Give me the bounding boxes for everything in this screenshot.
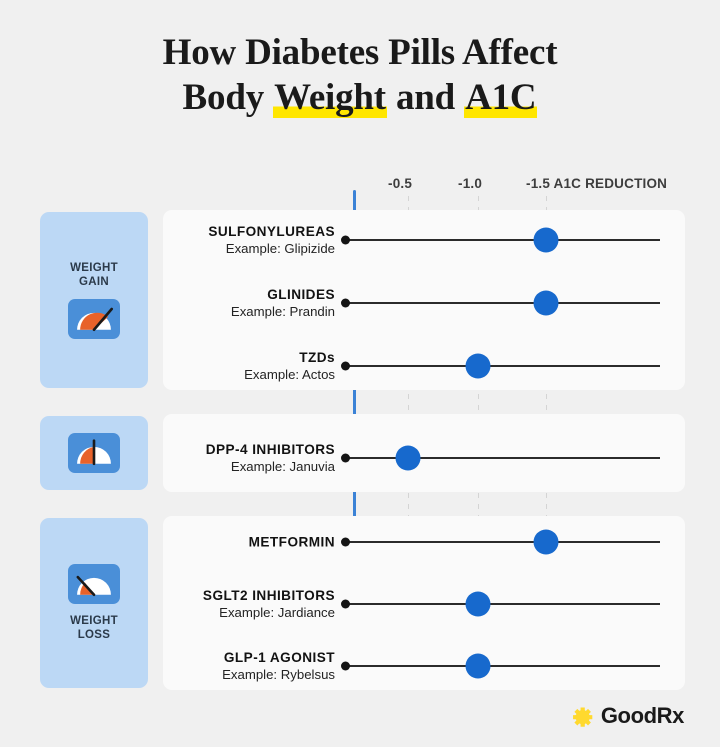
goodrx-logo[interactable]: GoodRx bbox=[572, 703, 684, 729]
row-label-group: DPP-4 INHIBITORS Example: Januvia bbox=[206, 441, 335, 475]
data-point-dot[interactable] bbox=[465, 653, 491, 679]
drug-example: Example: Januvia bbox=[230, 459, 335, 474]
row-connector-line bbox=[343, 239, 660, 241]
goodrx-wordmark: GoodRx bbox=[600, 703, 685, 728]
axis-tick-label-0: -0.5 bbox=[388, 176, 413, 191]
row-label-group: SULFONYLUREAS Example: Glipizide bbox=[208, 223, 335, 257]
title-highlight-weight: Weight bbox=[273, 77, 387, 118]
title-line-1: How Diabetes Pills Affect bbox=[162, 32, 558, 73]
drug-example: Example: Jardiance bbox=[219, 605, 335, 620]
side-panel-gain: WEIGHT GAIN bbox=[40, 212, 148, 388]
data-point-dot[interactable] bbox=[533, 529, 559, 555]
drug-class-name: METFORMIN bbox=[248, 534, 335, 550]
data-point-dot[interactable] bbox=[465, 591, 491, 617]
row-connector-line bbox=[343, 457, 660, 459]
row-label-group: TZDs Example: Actos bbox=[244, 349, 335, 383]
data-point-dot[interactable] bbox=[533, 227, 559, 253]
row-label-group: GLINIDES Example: Prandin bbox=[231, 286, 335, 320]
row-connector-line bbox=[343, 302, 660, 304]
data-point-dot[interactable] bbox=[465, 353, 491, 379]
row-origin-dot bbox=[341, 537, 350, 547]
row-connector-line bbox=[343, 665, 660, 667]
data-point-dot[interactable] bbox=[533, 290, 559, 316]
row-label-group: SGLT2 INHIBITORS Example: Jardiance bbox=[203, 587, 335, 621]
axis-tick-labels: -0.5 -1.0 -1.5 A1C REDUCTION bbox=[0, 176, 720, 196]
title-highlight-a1c: A1C bbox=[464, 77, 538, 118]
content-card-1 bbox=[163, 414, 685, 492]
gauge-high-icon bbox=[68, 299, 120, 339]
drug-class-name: GLP-1 AGONIST bbox=[223, 650, 335, 665]
drug-example: Example: Prandin bbox=[230, 304, 335, 319]
row-label-group: METFORMIN bbox=[249, 534, 335, 551]
row-origin-dot bbox=[341, 361, 350, 371]
axis-tick-label-2: -1.5 A1C REDUCTION bbox=[526, 176, 668, 191]
axis-tick-label-1: -1.0 bbox=[458, 176, 483, 191]
row-connector-line bbox=[343, 365, 660, 367]
gauge-low-icon bbox=[68, 564, 120, 604]
title-text-and: and bbox=[386, 77, 465, 118]
drug-example: Example: Rybelsus bbox=[222, 667, 335, 682]
drug-example: Example: Glipizide bbox=[225, 241, 335, 256]
side-panel-loss: WEIGHT LOSS bbox=[40, 518, 148, 688]
drug-example: Example: Actos bbox=[244, 367, 335, 382]
gauge-mid-icon bbox=[68, 433, 120, 473]
row-origin-dot bbox=[341, 235, 350, 245]
data-point-dot[interactable] bbox=[395, 445, 421, 471]
drug-class-name: DPP-4 INHIBITORS bbox=[205, 442, 335, 457]
row-origin-dot bbox=[341, 453, 350, 463]
title-line-2: Body Weight and A1C bbox=[0, 75, 720, 120]
goodrx-cross-icon bbox=[572, 705, 594, 727]
side-panel-label-2: WEIGHT LOSS bbox=[70, 615, 118, 641]
row-origin-dot bbox=[341, 661, 350, 671]
row-origin-dot bbox=[341, 298, 350, 308]
row-connector-line bbox=[343, 603, 660, 605]
title-text-body: Body bbox=[182, 77, 274, 118]
drug-class-name: TZDs bbox=[299, 350, 335, 365]
drug-class-name: SULFONYLUREAS bbox=[208, 224, 335, 239]
drug-class-name: SGLT2 INHIBITORS bbox=[202, 588, 335, 603]
page-title: How Diabetes Pills Affect Body Weight an… bbox=[0, 30, 720, 120]
drug-class-name: GLINIDES bbox=[267, 287, 335, 302]
side-panel-label-0: WEIGHT GAIN bbox=[70, 262, 118, 288]
row-connector-line bbox=[343, 541, 660, 543]
row-label-group: GLP-1 AGONIST Example: Rybelsus bbox=[222, 649, 335, 683]
side-panel-neutral bbox=[40, 416, 148, 490]
row-origin-dot bbox=[341, 599, 350, 609]
